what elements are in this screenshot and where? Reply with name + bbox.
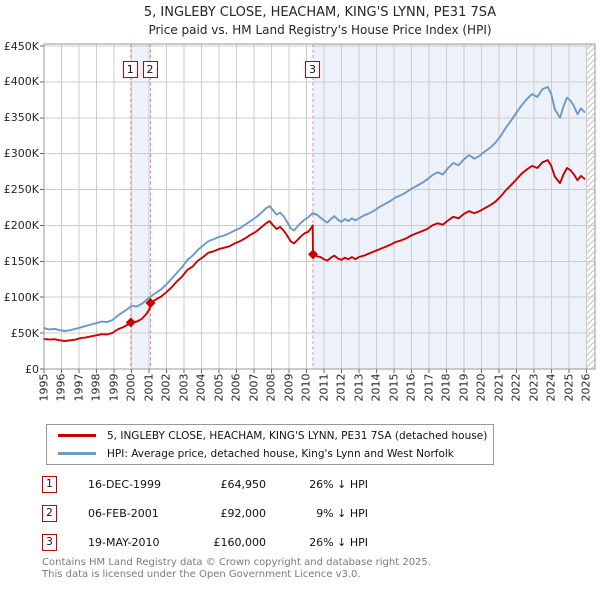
x-tick-label: 2017: [422, 373, 436, 402]
transaction-number-badge: 3: [42, 534, 57, 551]
x-tick-label: 1996: [54, 373, 68, 402]
legend-label: 5, INGLEBY CLOSE, HEACHAM, KING'S LYNN, …: [107, 429, 488, 442]
transaction-number-badge: 2: [42, 505, 57, 522]
transaction-price: £92,000: [220, 507, 267, 520]
x-tick-label: 2023: [527, 373, 541, 402]
legend-item: HPI: Average price, detached house, King…: [47, 445, 493, 463]
x-tick-label: 1995: [37, 373, 51, 402]
hpi-series-line: [43, 85, 586, 332]
x-tick-label: 2019: [457, 373, 471, 402]
copyright-line-2: This data is licensed under the Open Gov…: [42, 569, 361, 580]
x-tick-label: 2022: [509, 373, 523, 402]
sale-diamond-marker: [125, 317, 136, 328]
x-tick-label: 2002: [159, 373, 173, 402]
x-tick-label: 2014: [369, 373, 383, 402]
x-tick-label: 2016: [404, 373, 418, 402]
x-tick-label: 2006: [229, 373, 243, 402]
sale-diamond-marker: [145, 298, 156, 308]
sale-marker-box: 1: [122, 61, 138, 78]
x-tick-label: 2012: [334, 373, 348, 402]
x-tick-label: 2026: [579, 373, 593, 402]
y-tick-label: £250K: [3, 183, 39, 197]
transaction-hpi-delta: 26% ↓ HPI: [309, 536, 368, 549]
legend-item: 5, INGLEBY CLOSE, HEACHAM, KING'S LYNN, …: [47, 427, 493, 445]
x-tick-label: 2025: [562, 373, 576, 402]
sale-marker-box: 2: [142, 61, 158, 78]
x-tick-label: 1997: [72, 373, 86, 402]
x-tick-label: 2009: [282, 373, 296, 402]
transaction-date: 19-MAY-2010: [88, 536, 160, 549]
y-tick-label: £150K: [3, 254, 39, 268]
price-history-chart: [40, 43, 596, 373]
x-tick-label: 2020: [474, 373, 488, 402]
x-tick-label: 2024: [544, 373, 558, 402]
x-tick-label: 2008: [264, 373, 278, 402]
x-tick-label: 1999: [107, 373, 121, 402]
transaction-price: £64,950: [220, 478, 267, 491]
page-title: 5, INGLEBY CLOSE, HEACHAM, KING'S LYNN, …: [143, 5, 497, 20]
y-tick-label: £0: [25, 362, 39, 376]
x-tick-label: 2018: [439, 373, 453, 402]
legend: 5, INGLEBY CLOSE, HEACHAM, KING'S LYNN, …: [46, 424, 494, 465]
y-tick-label: £100K: [3, 290, 39, 304]
copyright-line-1: Contains HM Land Registry data © Crown c…: [42, 557, 431, 568]
x-tick-label: 2021: [492, 373, 506, 402]
x-tick-label: 2013: [352, 373, 366, 402]
x-tick-label: 2007: [247, 373, 261, 402]
x-tick-label: 2005: [212, 373, 226, 402]
transaction-number-badge: 1: [42, 476, 57, 493]
x-tick-label: 2011: [317, 373, 331, 402]
transaction-date: 16-DEC-1999: [88, 478, 162, 491]
x-tick-label: 2004: [194, 373, 208, 402]
x-tick-label: 2003: [177, 373, 191, 402]
y-tick-label: £450K: [3, 39, 39, 53]
transaction-price: £160,000: [213, 536, 267, 549]
y-tick-label: £200K: [3, 218, 39, 232]
page-subtitle: Price paid vs. HM Land Registry's House …: [148, 23, 492, 37]
y-tick-label: £350K: [3, 111, 39, 125]
y-tick-label: £400K: [3, 75, 39, 89]
y-tick-label: £300K: [3, 147, 39, 161]
y-tick-label: £50K: [10, 326, 39, 340]
legend-label: HPI: Average price, detached house, King…: [107, 447, 454, 460]
plot-border: [43, 43, 596, 370]
x-tick-label: 1998: [89, 373, 103, 402]
x-tick-label: 2001: [142, 373, 156, 402]
x-tick-label: 2010: [299, 373, 313, 402]
ownership-band: [130, 44, 151, 369]
x-tick-label: 2015: [387, 373, 401, 402]
ownership-band: [313, 44, 587, 369]
transaction-hpi-delta: 9% ↓ HPI: [316, 507, 368, 520]
sale-diamond-marker: [308, 249, 318, 260]
legend-line-swatch-property: [58, 434, 96, 437]
sale-marker-box: 3: [305, 61, 321, 78]
x-tick-label: 2000: [124, 373, 138, 402]
transaction-date: 06-FEB-2001: [88, 507, 159, 520]
legend-line-swatch-hpi: [58, 452, 96, 455]
transaction-hpi-delta: 26% ↓ HPI: [309, 478, 368, 491]
